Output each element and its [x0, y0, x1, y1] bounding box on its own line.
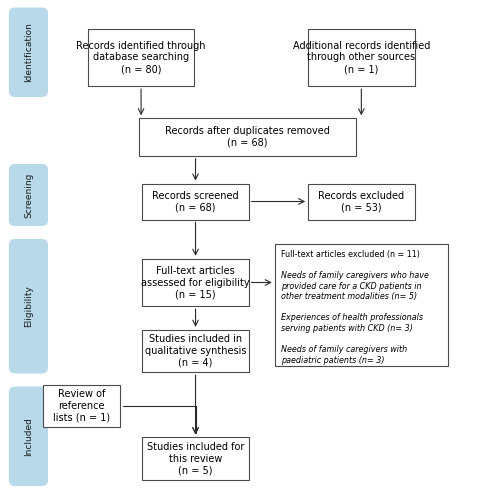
Text: Review of
reference
lists (n = 1): Review of reference lists (n = 1): [53, 390, 110, 422]
Text: Needs of family caregivers with: Needs of family caregivers with: [281, 345, 407, 354]
FancyBboxPatch shape: [88, 28, 194, 86]
Text: Studies included for
this review
(n = 5): Studies included for this review (n = 5): [147, 442, 244, 475]
Text: Records screened
(n = 68): Records screened (n = 68): [152, 190, 239, 212]
Text: Additional records identified
through other sources
(n = 1): Additional records identified through ot…: [293, 41, 430, 74]
Text: Eligibility: Eligibility: [24, 286, 33, 327]
Text: Full-text articles excluded (n = 11): Full-text articles excluded (n = 11): [281, 250, 420, 259]
FancyBboxPatch shape: [44, 385, 120, 427]
FancyBboxPatch shape: [308, 28, 414, 86]
FancyBboxPatch shape: [139, 118, 356, 156]
Text: provided care for a CKD patients in: provided care for a CKD patients in: [281, 282, 421, 290]
FancyBboxPatch shape: [308, 184, 414, 220]
FancyBboxPatch shape: [143, 259, 249, 306]
Text: Identification: Identification: [24, 22, 33, 82]
Text: paediatric patients (n= 3): paediatric patients (n= 3): [281, 356, 384, 364]
FancyBboxPatch shape: [143, 437, 249, 480]
Text: Full-text articles
assessed for eligibility
(n = 15): Full-text articles assessed for eligibil…: [141, 266, 250, 299]
Text: Studies included in
qualitative synthesis
(n = 4): Studies included in qualitative synthesi…: [145, 334, 247, 368]
Text: Records identified through
database searching
(n = 80): Records identified through database sear…: [76, 41, 206, 74]
FancyBboxPatch shape: [9, 386, 48, 486]
Text: serving patients with CKD (n= 3): serving patients with CKD (n= 3): [281, 324, 412, 333]
FancyBboxPatch shape: [9, 239, 48, 374]
FancyBboxPatch shape: [9, 164, 48, 226]
Text: Included: Included: [24, 417, 33, 456]
FancyBboxPatch shape: [143, 184, 249, 220]
Text: Experiences of health professionals: Experiences of health professionals: [281, 314, 423, 322]
Text: Needs of family caregivers who have: Needs of family caregivers who have: [281, 271, 429, 280]
FancyBboxPatch shape: [143, 330, 249, 372]
Text: Records excluded
(n = 53): Records excluded (n = 53): [318, 190, 404, 212]
FancyBboxPatch shape: [9, 8, 48, 97]
Text: Screening: Screening: [24, 172, 33, 218]
FancyBboxPatch shape: [275, 244, 448, 366]
Text: other treatment modalities (n= 5): other treatment modalities (n= 5): [281, 292, 417, 301]
Text: Records after duplicates removed
(n = 68): Records after duplicates removed (n = 68…: [165, 126, 330, 148]
